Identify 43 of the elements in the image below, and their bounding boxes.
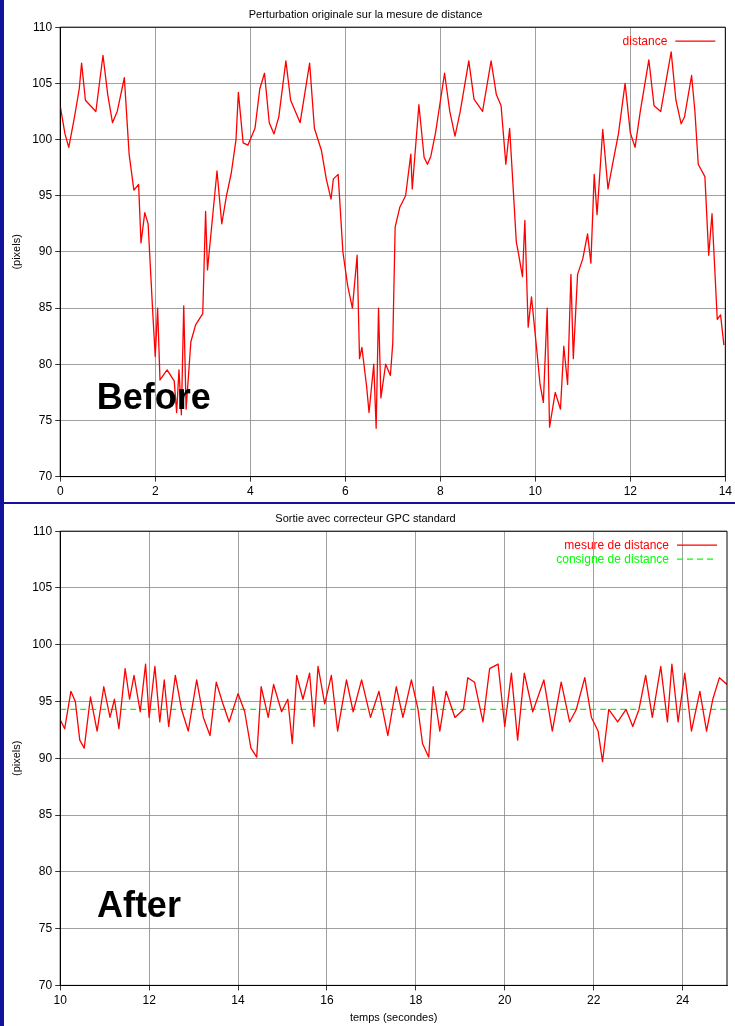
y-tick-label: 75 <box>38 412 53 427</box>
y-tick-label: 70 <box>38 468 53 483</box>
chart-title: Perturbation originale sur la mesure de distance <box>248 7 483 20</box>
x-axis-title: temps (secondes) <box>349 1011 438 1024</box>
legend-label: distance <box>622 33 668 48</box>
x-tick-label: 0 <box>56 484 64 499</box>
y-tick-label: 95 <box>38 693 53 708</box>
y-tick-label: 110 <box>33 19 53 34</box>
x-tick-label: 10 <box>53 992 68 1007</box>
y-tick-label: 110 <box>33 523 53 538</box>
x-tick-label: 6 <box>341 484 349 499</box>
y-tick-label: 85 <box>38 300 53 315</box>
y-tick-label: 85 <box>38 807 53 822</box>
y-tick-label: 80 <box>38 356 53 371</box>
x-tick-label: 2 <box>151 484 159 499</box>
x-tick-label: 20 <box>498 992 512 1007</box>
y-tick-label: 100 <box>32 637 53 652</box>
y-tick-label: 90 <box>38 750 53 765</box>
x-tick-label: 14 <box>718 484 733 499</box>
y-axis-title: (pixels) <box>9 234 22 270</box>
x-tick-label: 8 <box>436 484 444 499</box>
x-tick-label: 18 <box>409 992 423 1007</box>
y-tick-label: 70 <box>38 977 53 992</box>
y-tick-label: 100 <box>32 131 53 146</box>
x-tick-label: 4 <box>246 484 254 499</box>
annotation: After <box>96 884 181 926</box>
y-axis-title: (pixels) <box>9 740 22 777</box>
x-tick-label: 12 <box>623 484 638 499</box>
x-tick-label: 16 <box>320 992 334 1007</box>
y-tick-label: 105 <box>32 75 53 90</box>
legend-label: consigne de distance <box>556 551 670 566</box>
y-tick-label: 105 <box>32 580 53 595</box>
y-tick-label: 80 <box>38 864 53 879</box>
x-tick-label: 22 <box>586 992 601 1007</box>
legend-label: mesure de distance <box>564 537 670 552</box>
y-tick-label: 90 <box>38 244 53 259</box>
y-tick-label: 75 <box>38 920 53 935</box>
y-tick-label: 95 <box>38 188 53 203</box>
x-tick-label: 12 <box>142 992 157 1007</box>
x-tick-label: 14 <box>231 992 246 1007</box>
x-tick-label: 24 <box>675 992 690 1007</box>
chart-title: Sortie avec correcteur GPC standard <box>275 511 456 524</box>
x-tick-label: 10 <box>528 484 543 499</box>
